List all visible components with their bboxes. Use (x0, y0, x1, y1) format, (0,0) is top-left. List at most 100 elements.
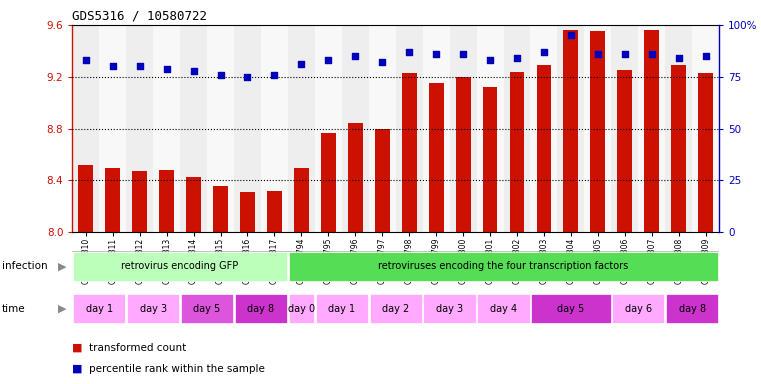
Text: day 8: day 8 (679, 304, 705, 314)
Text: day 3: day 3 (139, 304, 167, 314)
Bar (563, 30, 578, 232)
Bar (693, 25, 719, 232)
Point (322, 57, 334, 63)
Text: day 5: day 5 (193, 304, 221, 314)
Text: transformed count: transformed count (89, 343, 186, 353)
Bar (72, 25, 99, 232)
Bar (261, 25, 288, 232)
Point (565, 32, 577, 38)
Bar (181, 294, 233, 323)
Point (538, 49, 550, 55)
Text: retrovirus encoding GFP: retrovirus encoding GFP (122, 262, 239, 271)
Text: ▶: ▶ (58, 262, 66, 271)
Bar (73, 252, 287, 281)
Point (403, 49, 416, 55)
Bar (504, 25, 530, 232)
Bar (456, 77, 470, 232)
Bar (699, 73, 713, 232)
Text: day 5: day 5 (557, 304, 584, 314)
Bar (180, 25, 207, 232)
Text: ▶: ▶ (58, 304, 66, 314)
Text: retroviruses encoding the four transcription factors: retroviruses encoding the four transcrip… (378, 262, 629, 271)
Point (592, 51, 604, 57)
Point (673, 55, 685, 61)
Text: percentile rank within the sample: percentile rank within the sample (89, 364, 265, 374)
Bar (666, 294, 718, 323)
Point (161, 65, 173, 71)
Bar (78, 165, 93, 232)
Bar (396, 25, 422, 232)
Bar (316, 294, 368, 323)
Text: day 0: day 0 (288, 304, 315, 314)
Bar (450, 25, 476, 232)
Point (241, 74, 253, 80)
Bar (537, 65, 552, 232)
Bar (321, 132, 336, 232)
Bar (611, 25, 638, 232)
Point (376, 59, 388, 65)
Point (269, 72, 281, 78)
Bar (422, 25, 450, 232)
Point (511, 55, 523, 61)
Bar (510, 71, 524, 232)
Text: day 2: day 2 (382, 304, 409, 314)
Bar (342, 25, 369, 232)
Text: time: time (2, 304, 25, 314)
Bar (477, 294, 530, 323)
Point (80, 57, 92, 63)
Bar (645, 30, 659, 232)
Bar (288, 252, 718, 281)
Bar (240, 192, 255, 232)
Bar (531, 294, 610, 323)
Bar (132, 171, 147, 232)
Text: day 6: day 6 (625, 304, 652, 314)
Point (699, 53, 712, 59)
Bar (267, 191, 282, 232)
Text: GDS5316 / 10580722: GDS5316 / 10580722 (72, 10, 207, 23)
Bar (370, 294, 422, 323)
Bar (671, 65, 686, 232)
Text: day 8: day 8 (247, 304, 275, 314)
Bar (612, 294, 664, 323)
Bar (99, 25, 126, 232)
Bar (558, 25, 584, 232)
Bar (665, 25, 693, 232)
Point (187, 68, 199, 74)
Text: infection: infection (2, 262, 47, 271)
Text: ■: ■ (72, 364, 83, 374)
Bar (584, 25, 611, 232)
Point (484, 57, 496, 63)
Point (349, 53, 361, 59)
Point (215, 72, 227, 78)
Text: day 1: day 1 (86, 304, 113, 314)
Bar (126, 25, 153, 232)
Point (457, 51, 470, 57)
Bar (638, 25, 665, 232)
Text: day 3: day 3 (436, 304, 463, 314)
Bar (428, 83, 444, 232)
Point (295, 61, 307, 68)
Bar (213, 186, 228, 232)
Point (645, 51, 658, 57)
Bar (288, 25, 315, 232)
Bar (207, 25, 234, 232)
Text: ■: ■ (72, 343, 83, 353)
Point (134, 63, 146, 70)
Bar (73, 294, 126, 323)
Text: day 1: day 1 (328, 304, 355, 314)
Point (107, 63, 119, 70)
Bar (159, 170, 174, 232)
Bar (153, 25, 180, 232)
Bar (423, 294, 476, 323)
Bar (591, 31, 605, 232)
Bar (234, 25, 261, 232)
Bar (482, 87, 498, 232)
Bar (375, 129, 390, 232)
Point (619, 51, 631, 57)
Bar (105, 167, 120, 232)
Bar (288, 294, 314, 323)
Bar (402, 73, 416, 232)
Text: day 4: day 4 (490, 304, 517, 314)
Bar (235, 294, 287, 323)
Bar (530, 25, 558, 232)
